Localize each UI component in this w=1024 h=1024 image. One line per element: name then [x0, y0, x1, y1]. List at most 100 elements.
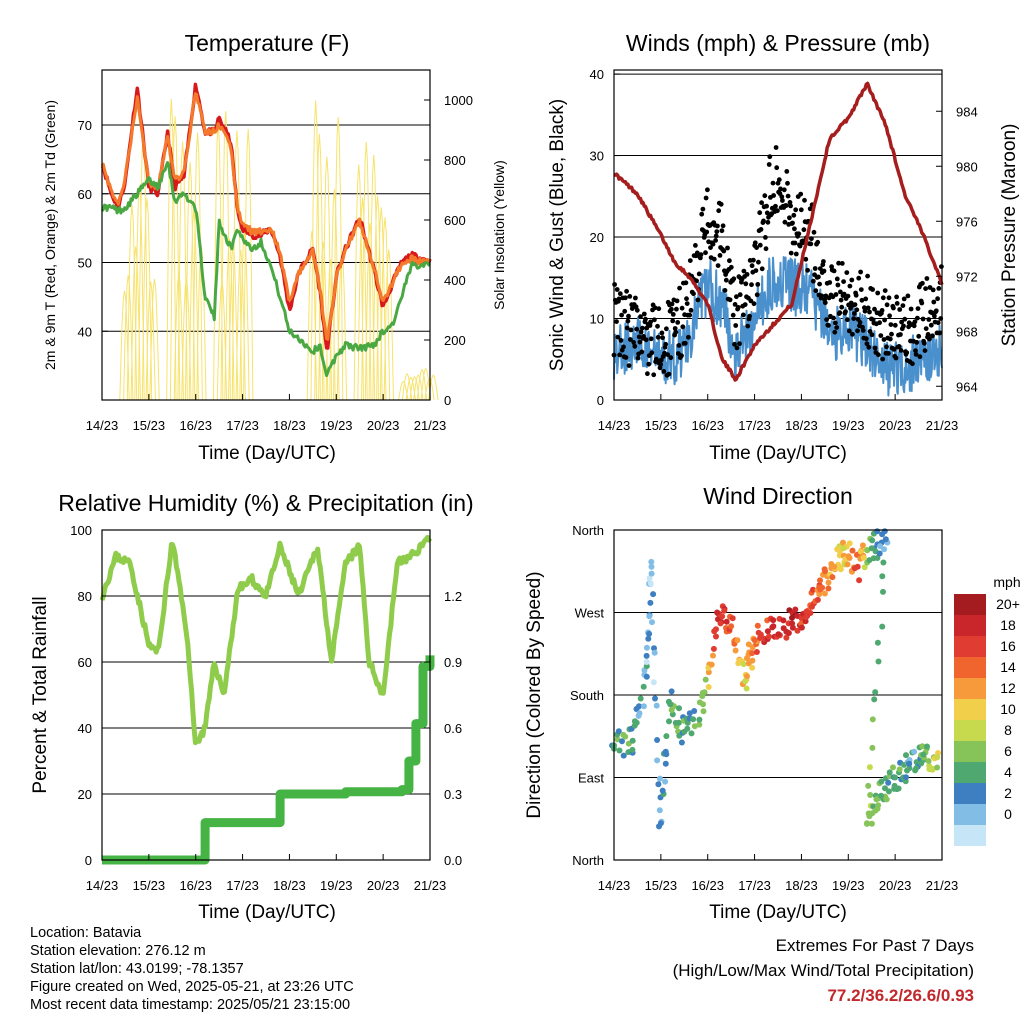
wind-direction-point: [646, 630, 653, 637]
humidity-plot-frame: [101, 529, 431, 861]
gust-point: [663, 341, 669, 347]
solar-insolation-trace: [329, 189, 340, 401]
gust-point: [894, 301, 900, 306]
gust-point: [927, 336, 932, 342]
gust-point: [732, 302, 738, 307]
gust-point: [887, 336, 893, 342]
speed-colorbar: 20+ 18 16 14 12 10 8 6 4 2 0: [954, 594, 1020, 846]
gust-point: [727, 258, 732, 264]
gust-point: [935, 296, 940, 302]
colorbar-label: 8: [1004, 722, 1012, 738]
wind-direction-point: [860, 554, 867, 561]
wind-direction-point: [651, 649, 658, 656]
gust-point: [762, 193, 768, 199]
gust-point: [886, 295, 892, 301]
winds-ylabel-right: Station Pressure (Maroon): [999, 124, 1020, 347]
gust-point: [855, 328, 860, 334]
gust-point: [872, 345, 878, 351]
gust-point: [894, 294, 899, 300]
wind-direction-point: [710, 652, 716, 659]
solar-insolation-trace: [177, 141, 188, 401]
gust-point: [877, 320, 882, 326]
gust-point: [632, 343, 638, 349]
gust-point: [916, 333, 922, 339]
station-latlon: Station lat/lon: 43.0199; -78.1357: [30, 961, 244, 977]
gust-point: [847, 283, 853, 289]
gust-point: [853, 292, 859, 298]
gust-point: [652, 317, 657, 323]
temperature-plot-frame: [101, 69, 431, 401]
gust-point: [683, 280, 689, 286]
gust-point: [635, 355, 641, 361]
solar-insolation-trace: [145, 281, 156, 401]
gust-point: [774, 165, 780, 171]
wind-direction-point: [717, 620, 724, 627]
gust-point: [935, 320, 941, 326]
wind-direction-point: [817, 586, 824, 593]
gust-point: [846, 328, 852, 334]
gust-point: [703, 195, 709, 201]
gust-point: [615, 334, 621, 340]
winds-xlabel: Time (Day/UTC): [709, 443, 847, 464]
x-tick-label: 19/23: [320, 418, 353, 433]
wind-direction-point: [637, 695, 644, 702]
gust-point: [655, 323, 660, 329]
wind-direction-point: [875, 658, 882, 665]
wind-direction-point: [636, 710, 643, 717]
y-tick-label: 972: [956, 269, 978, 284]
wind-direction-point: [648, 558, 655, 565]
gust-point: [851, 311, 857, 316]
gust-point: [880, 356, 886, 362]
gust-point: [754, 245, 759, 251]
solar-insolation-trace: [231, 130, 243, 401]
gust-point: [841, 279, 846, 284]
gust-point: [898, 348, 904, 353]
gust-point: [785, 180, 790, 186]
gust-point: [625, 318, 631, 324]
x-tick-label: 17/23: [226, 878, 259, 893]
y-tick-label: 1000: [444, 93, 473, 108]
gust-point: [834, 325, 840, 330]
solar-insolation-trace: [126, 204, 138, 401]
wind-direction-point: [654, 757, 661, 764]
y-tick-label: 600: [444, 213, 466, 228]
wind-direction-point: [640, 703, 647, 710]
gust-point: [767, 154, 773, 160]
gust-point: [713, 233, 719, 239]
wind-direction-point: [846, 555, 853, 561]
gust-point: [733, 323, 739, 328]
gust-point: [755, 282, 761, 287]
colorbar-swatch: [954, 720, 986, 741]
colorbar-label: 16: [1000, 638, 1016, 654]
gust-point: [791, 212, 797, 218]
x-tick-label: 15/23: [645, 418, 678, 433]
gust-point: [679, 305, 685, 311]
gust-point: [696, 271, 702, 277]
gust-point: [796, 231, 802, 237]
gust-point: [763, 235, 768, 240]
wind-direction-point: [874, 555, 881, 561]
solar-insolation-trace: [420, 367, 431, 401]
gust-point: [698, 252, 704, 257]
gust-point: [904, 350, 910, 355]
figure-created: Figure created on Wed, 2025-05-21, at 23…: [30, 979, 354, 995]
wind-direction-point: [934, 764, 941, 771]
gust-point: [857, 320, 863, 325]
gust-point: [821, 268, 827, 274]
gust-point: [824, 317, 829, 322]
gust-point: [624, 288, 629, 294]
x-tick-label: 21/23: [414, 418, 447, 433]
wind-direction-point: [647, 599, 654, 606]
wind-direction-point: [764, 628, 771, 635]
gust-point: [744, 272, 750, 277]
gust-point: [728, 264, 734, 270]
gust-point: [832, 329, 838, 335]
gust-point: [674, 298, 680, 304]
wind-direction-point: [792, 606, 799, 613]
wind-direction-point: [754, 622, 761, 629]
wind-direction-point: [633, 719, 640, 726]
wind-direction-point: [645, 635, 652, 642]
gust-point: [870, 287, 875, 292]
gust-point: [882, 288, 888, 293]
gust-point: [715, 223, 720, 229]
